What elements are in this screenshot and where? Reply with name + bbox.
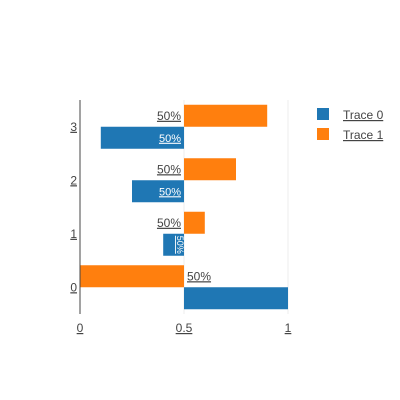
bar-trace-0[interactable]	[163, 233, 184, 256]
legend-label[interactable]: Trace 0	[343, 108, 384, 122]
data-label: 50%	[159, 133, 181, 145]
y-tick-label: 0	[70, 280, 77, 294]
data-label: 50%	[175, 236, 185, 254]
bar-trace-1[interactable]	[184, 158, 236, 181]
bar-trace-1[interactable]	[184, 104, 268, 127]
data-label: 50%	[159, 186, 181, 198]
bar-trace-0[interactable]	[132, 180, 184, 203]
x-tick-label: 0.5	[176, 321, 193, 335]
x-tick-label: 1	[285, 321, 292, 335]
bar-trace-1[interactable]	[80, 265, 184, 288]
legend-label[interactable]: Trace 1	[343, 128, 384, 142]
bar-trace-1[interactable]	[184, 211, 205, 234]
bar-trace-0[interactable]	[100, 126, 184, 149]
x-tick-label: 0	[77, 321, 84, 335]
y-tick-label: 3	[70, 120, 77, 134]
bar-trace-0[interactable]	[184, 287, 288, 310]
data-label: 50%	[157, 109, 181, 123]
data-label: 50%	[157, 216, 181, 230]
data-label: 50%	[157, 162, 181, 176]
data-label: 50%	[187, 269, 211, 283]
y-tick-label: 2	[70, 173, 77, 187]
legend-swatch[interactable]	[317, 128, 329, 140]
legend-swatch[interactable]	[317, 108, 329, 120]
data-label: 50%	[159, 293, 181, 305]
y-tick-label: 1	[70, 227, 77, 241]
